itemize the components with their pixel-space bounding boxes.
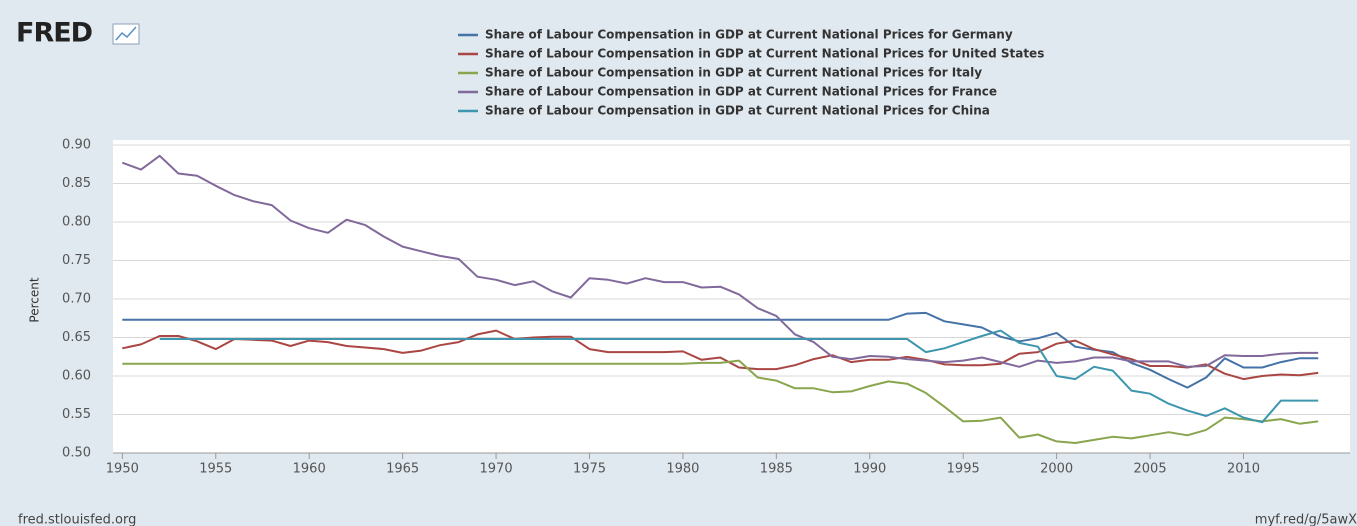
short-url: myf.red/g/5awX (1255, 513, 1357, 526)
legend-label: Share of Labour Compensation in GDP at C… (485, 104, 990, 118)
series-line (121, 154, 1319, 368)
y-tick-label: 0.65 (62, 330, 91, 345)
legend-label: Share of Labour Compensation in GDP at C… (485, 66, 982, 80)
y-tick-label: 0.55 (62, 407, 91, 422)
logo-icon (112, 23, 140, 45)
logo: FRED (16, 18, 92, 49)
y-tick-label: 0.90 (62, 138, 91, 153)
y-axis-label: Percent (28, 277, 42, 322)
x-tick-label: 1985 (760, 462, 793, 477)
y-tick-label: 0.80 (62, 215, 91, 230)
y-tick-label: 0.75 (62, 253, 91, 268)
x-tick-label: 2005 (1134, 462, 1167, 477)
series-line (159, 329, 1319, 424)
x-tick-label: 1975 (573, 462, 606, 477)
y-tick-label: 0.50 (62, 446, 91, 461)
legend-label: Share of Labour Compensation in GDP at C… (485, 28, 1013, 42)
source: fred.stlouisfed.org (18, 513, 136, 526)
series-line (122, 359, 1319, 444)
y-tick-label: 0.60 (62, 369, 91, 384)
x-tick-label: 1970 (480, 462, 513, 477)
x-tick-label: 1995 (947, 462, 980, 477)
x-tick-label: 2010 (1227, 462, 1260, 477)
x-tick-label: 1950 (106, 462, 139, 477)
y-tick-label: 0.70 (62, 292, 91, 307)
x-tick-label: 1965 (386, 462, 419, 477)
legend-label: Share of Labour Compensation in GDP at C… (485, 85, 997, 99)
x-tick-label: 1980 (666, 462, 699, 477)
x-tick-label: 2000 (1040, 462, 1073, 477)
x-tick-label: 1990 (853, 462, 886, 477)
legend-label: Share of Labour Compensation in GDP at C… (485, 47, 1044, 61)
x-tick-label: 1960 (293, 462, 326, 477)
y-tick-label: 0.85 (62, 176, 91, 191)
series-line (122, 329, 1319, 381)
plot-area (113, 140, 1350, 453)
x-tick-label: 1955 (199, 462, 232, 477)
